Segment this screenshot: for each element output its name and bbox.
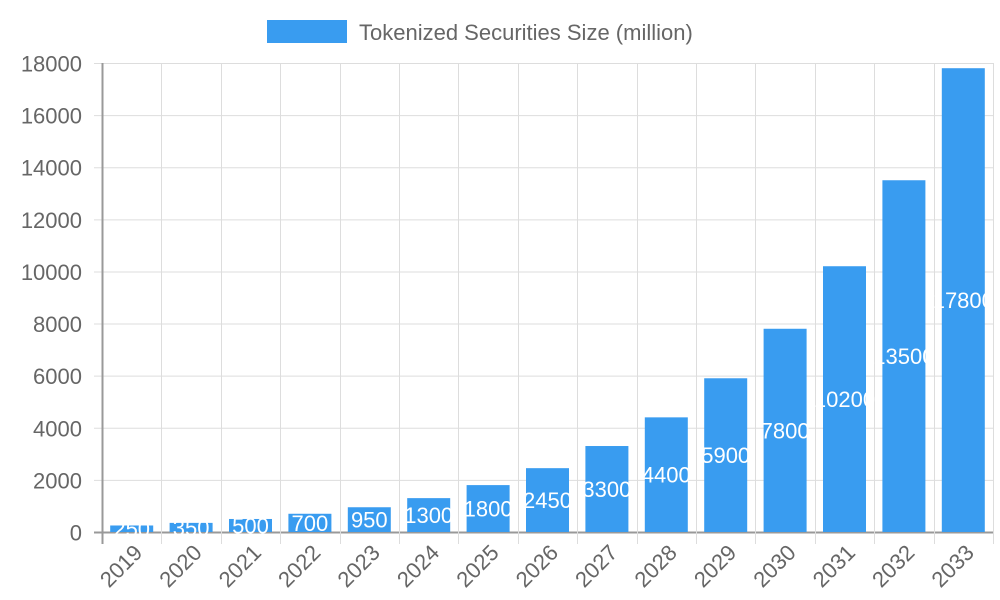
- y-tick-label: 18000: [21, 52, 82, 77]
- data-label: 13500: [873, 344, 934, 369]
- y-tick-label: 16000: [21, 104, 82, 129]
- x-tick-label: 2027: [570, 540, 622, 592]
- legend[interactable]: Tokenized Securities Size (million): [267, 20, 693, 45]
- bars: [110, 68, 985, 532]
- x-tick-label: 2021: [214, 540, 266, 592]
- bar: [704, 378, 748, 532]
- x-tick-label: 2028: [630, 540, 682, 592]
- bar: [823, 266, 866, 532]
- data-label: 350: [173, 515, 210, 540]
- bar: [941, 68, 985, 532]
- x-tick-label: 2023: [333, 540, 385, 592]
- data-label: 7800: [761, 418, 810, 443]
- bar: [882, 180, 926, 532]
- bar: [169, 522, 213, 532]
- x-tick-label: 2031: [808, 540, 860, 592]
- x-tick-label: 2019: [95, 540, 147, 592]
- x-tick-label: 2022: [273, 540, 325, 592]
- data-label: 10200: [814, 387, 875, 412]
- data-label: 2450: [523, 488, 572, 513]
- bar: [110, 525, 154, 532]
- y-tick-label: 2000: [33, 468, 82, 493]
- x-tick-label: 2030: [748, 540, 800, 592]
- x-tick-label: 2032: [867, 540, 919, 592]
- x-tick-label: 2024: [392, 540, 444, 592]
- y-tick-label: 8000: [33, 312, 82, 337]
- x-tick-label: 2025: [451, 540, 503, 592]
- data-label: 500: [232, 513, 269, 538]
- bar: [288, 513, 332, 532]
- legend-label[interactable]: Tokenized Securities Size (million): [359, 20, 693, 45]
- data-label: 3300: [582, 477, 631, 502]
- data-labels: 250 350 500 700 950 1300 1800 2450 3300 4400 5900 7…: [113, 288, 994, 542]
- data-label: 950: [351, 508, 388, 533]
- data-label: 5900: [701, 443, 750, 468]
- x-tick-label: 2026: [511, 540, 563, 592]
- x-tick-label: 2020: [154, 540, 206, 592]
- grid: [94, 63, 994, 544]
- y-tick-label: 10000: [21, 260, 82, 285]
- bar: [407, 498, 451, 532]
- data-label: 1800: [464, 497, 513, 522]
- data-label: 1300: [404, 503, 453, 528]
- bar: [526, 468, 569, 532]
- legend-swatch[interactable]: [267, 20, 347, 43]
- bar: [347, 507, 391, 532]
- bar: [763, 328, 807, 532]
- data-label: 700: [292, 511, 329, 536]
- y-tick-label: 4000: [33, 416, 82, 441]
- data-label: 17800: [933, 288, 994, 313]
- y-tick-label: 14000: [21, 156, 82, 181]
- x-tick-label: 2033: [927, 540, 979, 592]
- bar: [466, 485, 510, 532]
- y-tick-label: 0: [70, 521, 82, 546]
- x-tick-label: 2029: [689, 540, 741, 592]
- y-tick-label: 12000: [21, 208, 82, 233]
- data-label: 250: [113, 517, 150, 542]
- data-label: 4400: [642, 463, 691, 488]
- bar: [229, 518, 272, 532]
- y-tick-label: 6000: [33, 364, 82, 389]
- bar: [644, 417, 688, 532]
- bar: [585, 446, 629, 532]
